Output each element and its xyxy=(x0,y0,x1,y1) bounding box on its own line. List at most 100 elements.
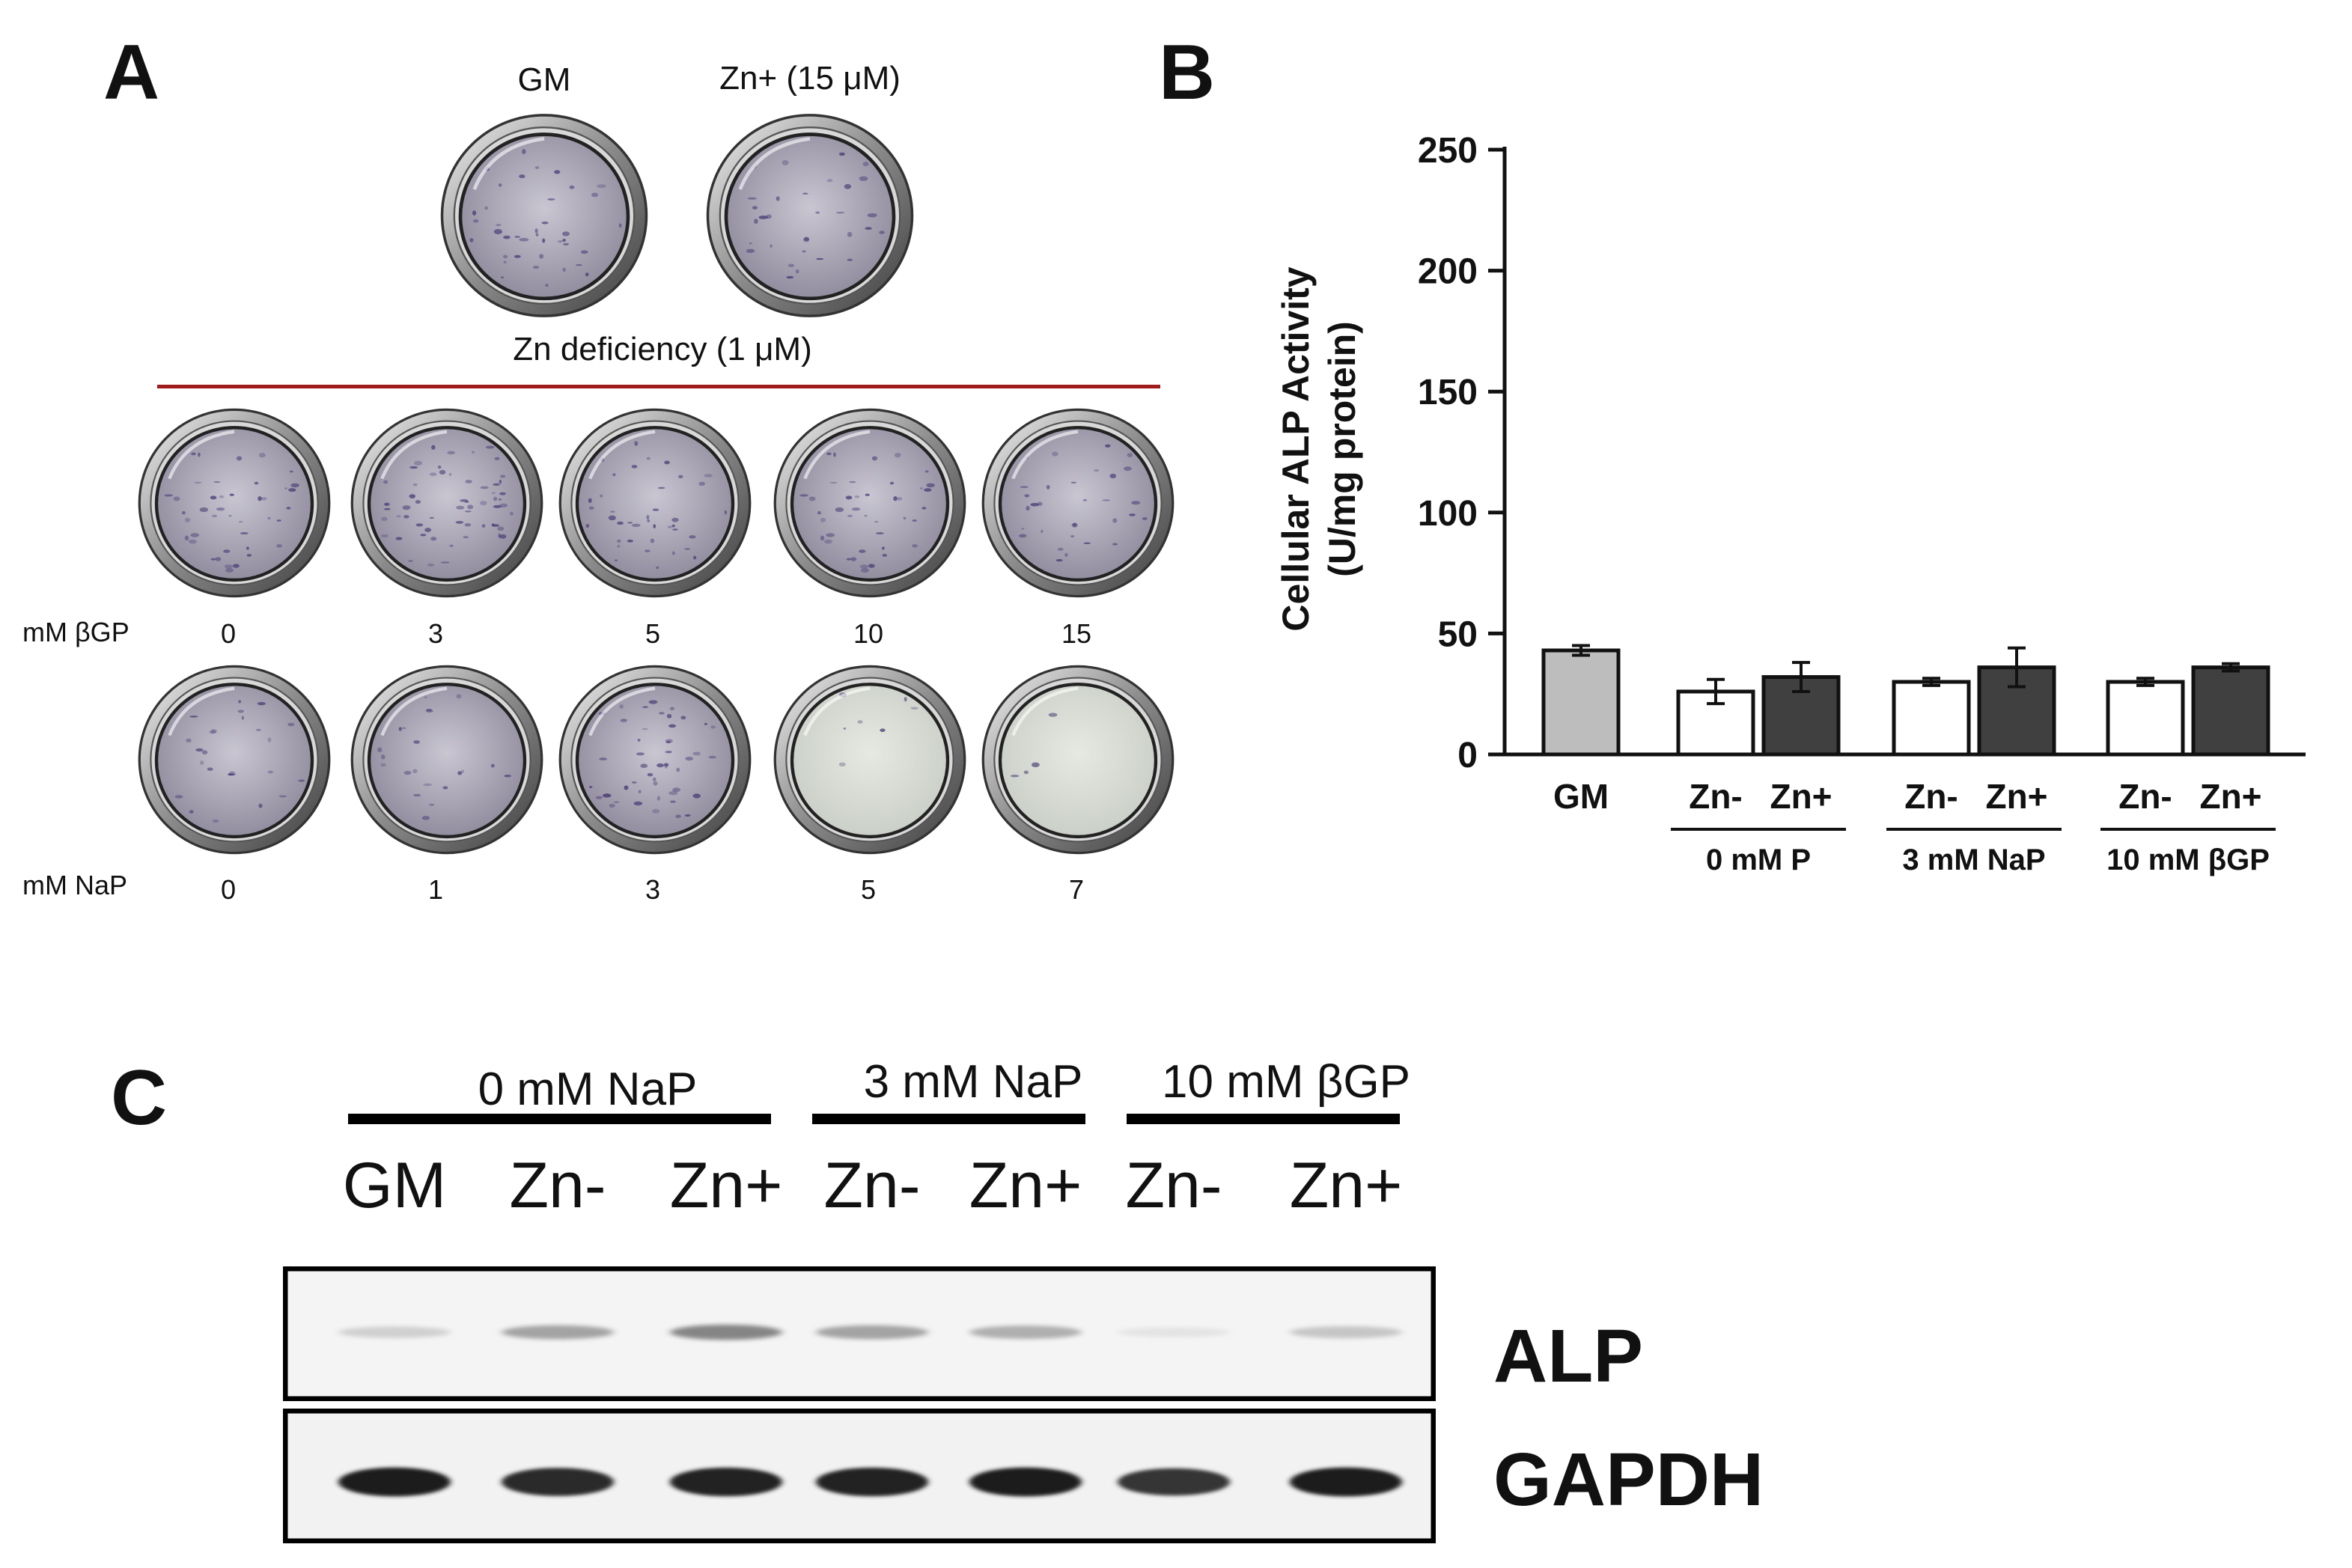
blot-label-alp: ALP xyxy=(1493,1314,1643,1398)
alp-band-6 xyxy=(1290,1326,1402,1339)
group-header-0mm-nap: 0 mM NaP xyxy=(478,1064,698,1115)
alp-western-blot xyxy=(283,1266,1436,1401)
bar-0 xyxy=(1541,648,1621,757)
nap-well-image-3 xyxy=(773,665,966,855)
bgp-dose-label-2: 5 xyxy=(645,618,661,649)
panel-b-letter: B xyxy=(1159,29,1216,116)
nap-well-image-0 xyxy=(138,665,331,855)
y-tick-label: 0 xyxy=(1457,736,1478,775)
y-tick-label: 50 xyxy=(1438,614,1478,654)
nap-well-image-1 xyxy=(350,665,543,855)
group-bar-0mm-nap xyxy=(348,1114,771,1124)
bgp-well-image-2 xyxy=(558,408,752,598)
gapdh-western-blot xyxy=(283,1409,1436,1543)
blot-label-gapdh: GAPDH xyxy=(1493,1438,1764,1522)
bgp-well-image-1 xyxy=(350,408,543,598)
nap-dose-label-3: 5 xyxy=(860,874,877,905)
nap-dose-label-0: 0 xyxy=(220,874,237,905)
alp-band-1 xyxy=(502,1325,614,1340)
bar-label-6: Zn+ xyxy=(2199,777,2261,816)
bgp-well-4 xyxy=(981,406,1175,604)
bgp-well-1 xyxy=(350,406,544,604)
bar-label-1: Zn- xyxy=(1689,777,1743,816)
top-well-label-gm: GM xyxy=(517,61,571,98)
alp-activity-chart: Cellular ALP Activity (U/mg protein) 0 50… xyxy=(1275,131,2306,876)
bgp-well-0 xyxy=(137,406,332,604)
bar-6 xyxy=(2191,665,2270,757)
nap-well-2 xyxy=(558,662,752,861)
bar-label-3: Zn- xyxy=(1904,777,1958,816)
bgp-dose-label-4: 15 xyxy=(1061,618,1092,649)
gapdh-band-4 xyxy=(969,1467,1082,1497)
alp-band-4 xyxy=(969,1326,1082,1339)
y-axis-title: Cellular ALP Activity (U/mg protein) xyxy=(1275,266,1363,631)
nap-well-3 xyxy=(773,662,967,861)
lane-label-1: Zn- xyxy=(509,1150,606,1221)
lane-label-3: Zn- xyxy=(823,1150,921,1221)
bgp-dose-label-3: 10 xyxy=(853,618,884,649)
bgp-well-image-4 xyxy=(981,408,1175,598)
bgp-row-label: mM βGP xyxy=(22,617,130,647)
y-tick-label: 150 xyxy=(1418,373,1478,412)
alp-band-3 xyxy=(816,1325,928,1340)
group-header-10mm-bgp: 10 mM βGP xyxy=(1162,1056,1410,1108)
top-well-image-1 xyxy=(706,114,914,317)
nap-well-image-2 xyxy=(558,665,752,855)
bgp-dose-label-0: 0 xyxy=(220,618,237,649)
bgp-well-3 xyxy=(773,406,967,604)
nap-row-label: mM NaP xyxy=(22,870,128,900)
gapdh-band-0 xyxy=(338,1467,451,1497)
bgp-well-2 xyxy=(558,406,752,604)
nap-dose-label-2: 3 xyxy=(645,874,661,905)
gapdh-band-3 xyxy=(816,1467,928,1497)
lane-label-5: Zn- xyxy=(1125,1150,1222,1221)
group-bar-10mm-bgp xyxy=(1127,1114,1400,1124)
bgp-well-image-3 xyxy=(773,408,966,598)
chart-axes: 0 50 100 150 200 250 xyxy=(1418,131,2306,775)
top-well-label-zn-plus: Zn+ (15 μM) xyxy=(719,60,901,97)
lane-label-2: Zn+ xyxy=(669,1150,783,1221)
y-tick-label: 100 xyxy=(1418,494,1478,534)
gapdh-band-1 xyxy=(502,1468,614,1496)
nap-dose-label-4: 7 xyxy=(1068,874,1085,905)
group-label-1: 3 mM NaP xyxy=(1902,844,2045,876)
nap-well-image-4 xyxy=(981,665,1175,855)
gapdh-bands xyxy=(338,1467,1402,1497)
y-axis-title-line2: (U/mg protein) xyxy=(1321,321,1363,577)
group-label-2: 10 mM βGP xyxy=(2106,844,2270,876)
top-well-1 xyxy=(705,111,915,324)
chart-bars xyxy=(1541,644,2270,757)
bar-label-2: Zn+ xyxy=(1770,777,1832,816)
chart-x-labels: GM Zn- Zn+ Zn- Zn+ Zn- Zn+ 0 mM P 3 mM NaP 10 mM … xyxy=(1553,777,2276,876)
y-tick-label: 250 xyxy=(1418,131,1478,171)
nap-dose-label-1: 1 xyxy=(427,874,444,905)
bar-3 xyxy=(1892,680,1971,757)
alp-bands xyxy=(338,1324,1402,1340)
zn-deficiency-line xyxy=(157,385,1160,388)
alp-band-0 xyxy=(338,1326,451,1338)
top-well-0 xyxy=(439,111,649,324)
bar-label-5: Zn- xyxy=(2118,777,2172,816)
gapdh-band-5 xyxy=(1118,1468,1230,1496)
nap-well-0 xyxy=(137,662,332,861)
group-bar-3mm-nap xyxy=(812,1114,1085,1124)
bar-label-4: Zn+ xyxy=(1985,777,2047,816)
y-tick-label: 200 xyxy=(1418,252,1478,292)
y-axis-title-line1: Cellular ALP Activity xyxy=(1275,266,1317,631)
nap-well-1 xyxy=(350,662,544,861)
panel-c-letter: C xyxy=(111,1055,168,1141)
alp-band-2 xyxy=(670,1324,782,1340)
bar-5 xyxy=(2106,680,2185,757)
bgp-well-image-0 xyxy=(138,408,331,598)
group-header-3mm-nap: 3 mM NaP xyxy=(863,1056,1083,1108)
panel-a-letter: A xyxy=(103,29,160,116)
bgp-dose-label-1: 3 xyxy=(427,618,444,649)
lane-label-0: GM xyxy=(342,1150,447,1221)
bar-label-0: GM xyxy=(1553,777,1609,816)
gapdh-band-2 xyxy=(670,1467,782,1497)
group-label-0: 0 mM P xyxy=(1706,844,1811,876)
nap-well-4 xyxy=(981,662,1175,861)
lane-label-6: Zn+ xyxy=(1289,1150,1403,1221)
lane-label-4: Zn+ xyxy=(969,1150,1082,1221)
gapdh-band-6 xyxy=(1290,1467,1402,1497)
